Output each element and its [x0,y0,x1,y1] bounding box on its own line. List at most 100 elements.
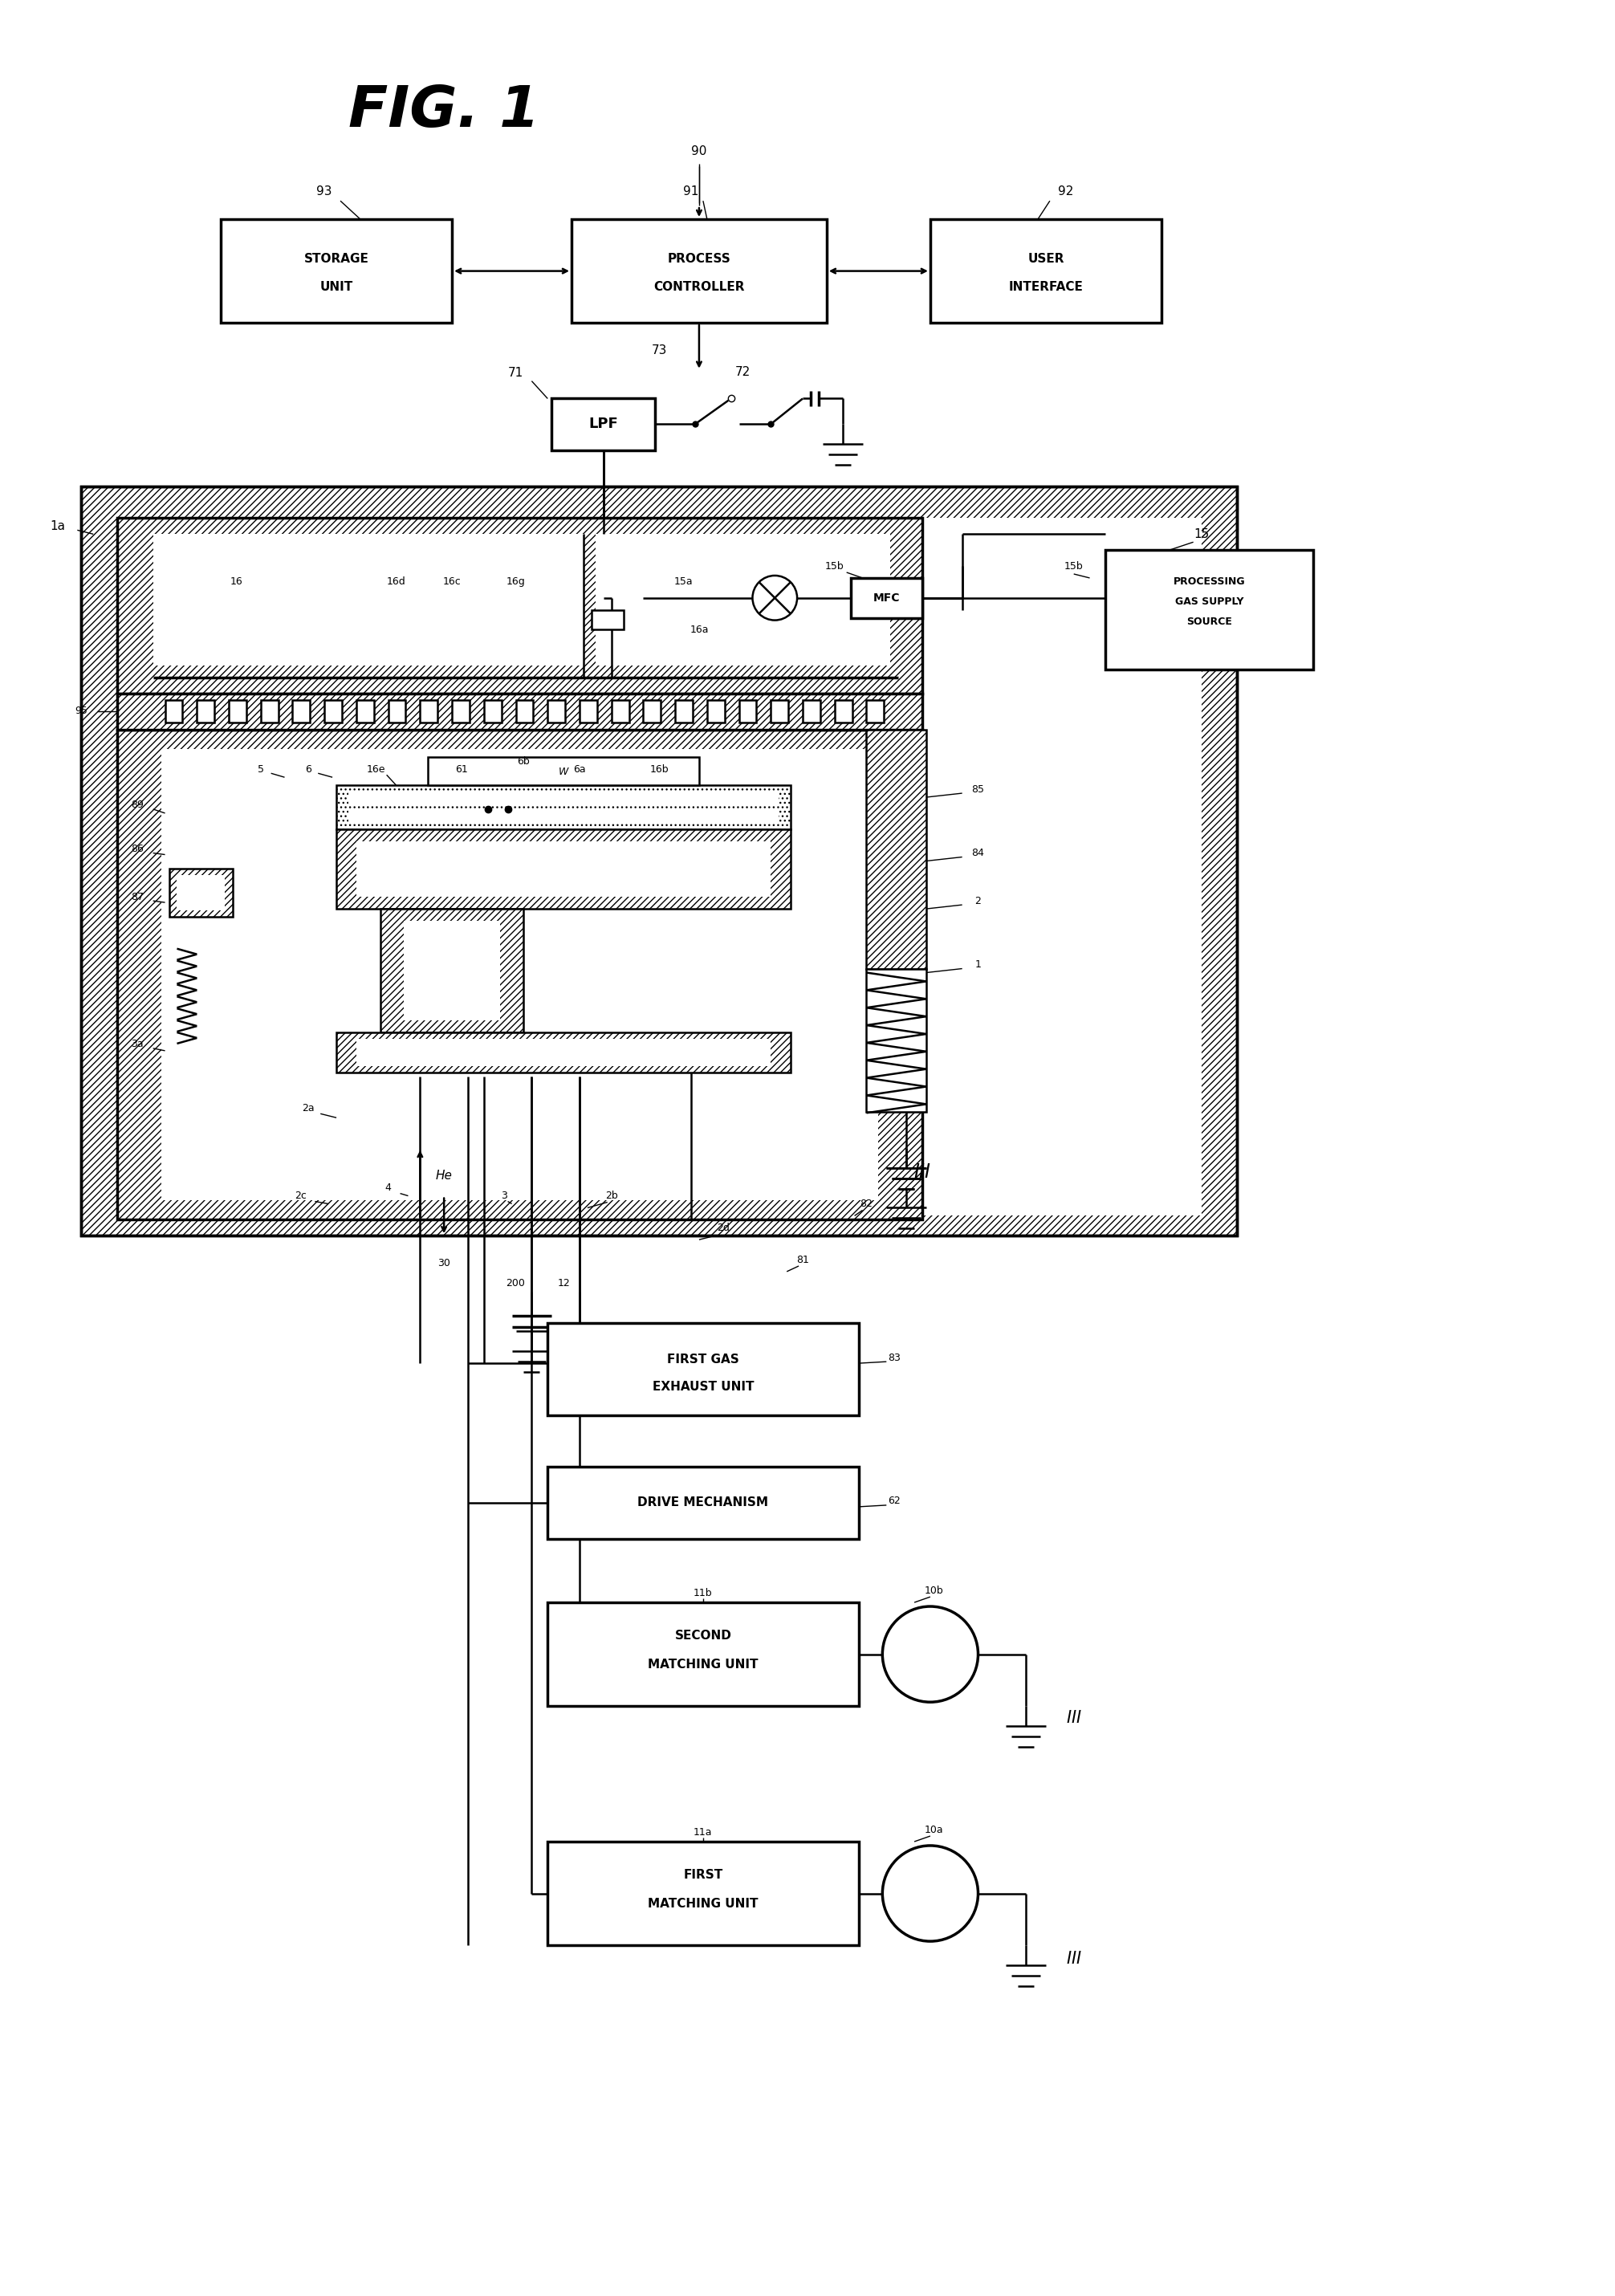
Text: UNIT: UNIT [320,280,354,294]
Text: 2c: 2c [294,1192,307,1201]
Bar [740,700,756,723]
Text: 6b: 6b [517,755,530,767]
Bar [336,1033,791,1072]
Text: 93: 93 [317,186,333,197]
Text: 16b: 16b [649,765,669,774]
Bar [118,519,922,693]
Text: FIG. 1: FIG. 1 [349,83,539,140]
Text: GAS SUPPLY: GAS SUPPLY [1176,597,1244,606]
Bar [336,829,791,909]
Text: 73: 73 [651,344,667,356]
Text: 2d: 2d [717,1221,730,1233]
Bar [336,829,791,909]
Bar [292,700,310,723]
Bar [867,969,927,1111]
Text: 6a: 6a [573,765,586,774]
Text: 72: 72 [735,367,751,379]
Text: 10a: 10a [925,1825,943,1835]
Bar [118,730,922,1219]
Bar [153,535,583,666]
Bar [404,921,499,1019]
Text: 10b: 10b [925,1584,943,1596]
Text: 2b: 2b [606,1192,617,1201]
Text: 3a: 3a [131,1040,144,1049]
Text: MATCHING UNIT: MATCHING UNIT [648,1899,759,1910]
Text: 15: 15 [1193,528,1210,540]
Bar [547,1322,859,1414]
Bar [867,730,927,969]
Text: He: He [436,1171,452,1182]
Bar [170,868,233,916]
Bar [612,700,628,723]
Text: PROCESS: PROCESS [667,253,730,264]
Text: SECOND: SECOND [675,1630,732,1642]
Bar [547,1467,859,1538]
Text: 3: 3 [501,1192,507,1201]
Text: 6: 6 [305,765,312,774]
Text: 82: 82 [861,1199,872,1210]
Bar [515,700,533,723]
Bar [484,700,501,723]
Text: $\mathit{III}$: $\mathit{III}$ [1066,1952,1082,1968]
Text: STORAGE: STORAGE [304,253,368,264]
Bar [349,790,778,806]
Bar [388,700,405,723]
Text: 81: 81 [796,1254,809,1265]
Bar [229,700,247,723]
Text: 89: 89 [131,799,144,810]
Text: 2: 2 [975,895,982,907]
Bar [260,700,278,723]
Text: 95: 95 [74,705,87,716]
Bar [867,730,927,969]
Text: DRIVE MECHANISM: DRIVE MECHANISM [638,1497,769,1508]
Bar [357,840,770,898]
Bar [221,218,452,324]
Text: 12: 12 [557,1279,570,1288]
Text: FIRST GAS: FIRST GAS [667,1352,740,1366]
Bar [118,730,922,1219]
Bar [178,875,224,912]
Text: 91: 91 [683,186,699,197]
Bar [572,218,827,324]
Circle shape [753,576,798,620]
Text: MFC: MFC [874,592,900,604]
Bar [197,700,215,723]
Text: 16g: 16g [505,576,525,588]
Bar [675,700,693,723]
Text: 15a: 15a [673,576,693,588]
Text: 11a: 11a [694,1828,712,1837]
Bar [428,758,699,785]
Text: 16e: 16e [367,765,386,774]
Text: 16a: 16a [690,625,709,636]
Text: 16: 16 [231,576,244,588]
Text: 86: 86 [131,845,144,854]
Text: 92: 92 [1058,186,1074,197]
Text: MATCHING UNIT: MATCHING UNIT [648,1658,759,1671]
Bar [357,1038,770,1065]
Text: V2: V2 [769,585,782,595]
Bar [643,700,661,723]
Text: 16d: 16d [386,576,405,588]
Text: 1: 1 [975,960,982,969]
Bar [547,1841,859,1945]
Bar [596,535,890,666]
Text: 15b: 15b [825,560,845,572]
Bar [803,700,820,723]
Text: $III$: $III$ [914,1162,932,1182]
Text: 5: 5 [257,765,263,774]
Circle shape [882,1607,979,1701]
Text: 62: 62 [888,1497,901,1506]
Bar [707,700,725,723]
Bar [591,611,623,629]
Text: PROCESSING: PROCESSING [1172,576,1245,588]
Bar [357,700,373,723]
Bar [552,400,656,450]
Bar [336,1033,791,1072]
Bar [1106,551,1313,670]
Bar [118,693,922,730]
Bar [930,218,1161,324]
Bar [547,700,565,723]
Bar [325,700,342,723]
Bar [81,487,1237,1235]
Text: 200: 200 [505,1279,525,1288]
